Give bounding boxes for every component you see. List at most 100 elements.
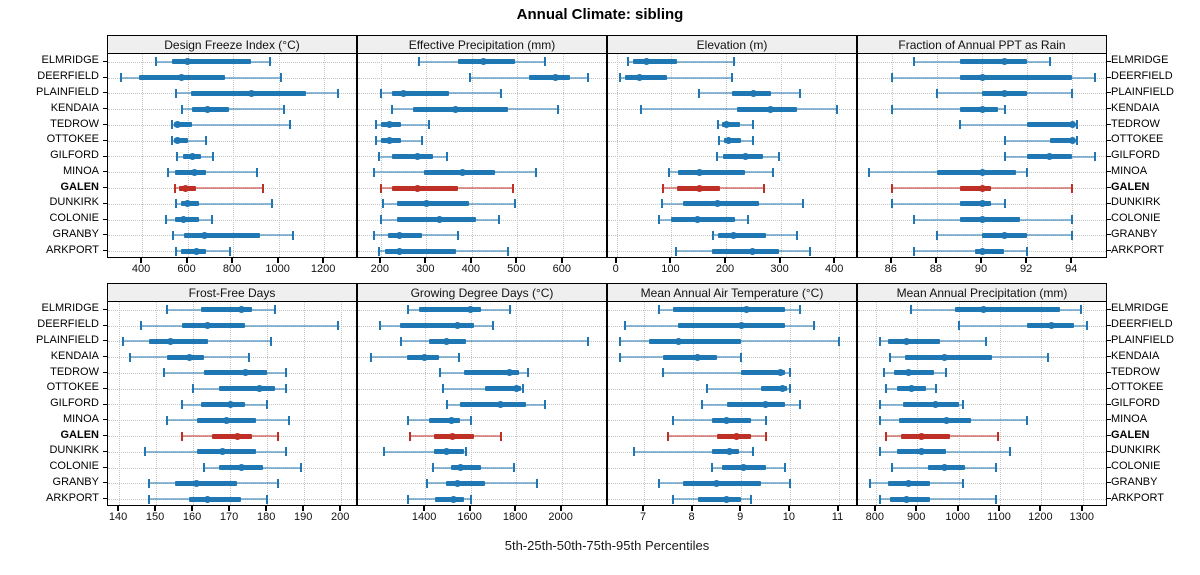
cap-95th bbox=[273, 305, 276, 315]
cap-95th bbox=[763, 183, 766, 193]
series-row bbox=[108, 101, 356, 117]
cap-5th bbox=[672, 494, 675, 504]
median-dot bbox=[978, 216, 986, 224]
cap-95th bbox=[210, 215, 213, 225]
series-row bbox=[358, 475, 606, 491]
axis-tick-label: 200 bbox=[715, 263, 735, 275]
axis-tick-label: 1300 bbox=[1069, 511, 1095, 523]
row-label-right: ELMRIDGE bbox=[1111, 54, 1169, 67]
cap-95th bbox=[996, 431, 999, 441]
percentile-25-75-bar bbox=[445, 480, 486, 486]
vertical-gridline bbox=[835, 54, 837, 257]
cap-95th bbox=[1079, 305, 1082, 315]
row-label-left: GRANBY bbox=[52, 227, 99, 240]
cap-5th bbox=[175, 199, 178, 209]
row-tick-right bbox=[1107, 92, 1111, 94]
axis-tick-label: 11 bbox=[831, 511, 844, 523]
median-dot bbox=[467, 306, 475, 314]
median-dot bbox=[732, 432, 740, 440]
cap-5th bbox=[144, 447, 146, 457]
axis-tick-mark bbox=[739, 506, 742, 511]
percentile-25-75-bar bbox=[184, 232, 261, 238]
cap-95th bbox=[465, 447, 468, 457]
series-row bbox=[358, 243, 606, 257]
row-tick-right bbox=[1107, 124, 1111, 125]
row-label-right: GILFORD bbox=[1111, 397, 1160, 409]
cap-5th bbox=[885, 431, 888, 441]
series-row bbox=[608, 349, 856, 365]
median-dot bbox=[436, 216, 444, 224]
panel-strip-title: Mean Annual Air Temperature (°C) bbox=[640, 285, 824, 300]
row-tick-right bbox=[1107, 171, 1111, 173]
cap-5th bbox=[868, 478, 871, 488]
percentile-25-75-bar bbox=[175, 217, 199, 223]
row-tick-left bbox=[103, 356, 107, 358]
cap-5th bbox=[372, 230, 375, 240]
series-row bbox=[358, 227, 606, 243]
row-label-left: DEERFIELD bbox=[37, 318, 99, 331]
axis-tick-mark bbox=[889, 258, 892, 263]
median-dot bbox=[181, 184, 189, 192]
cap-95th bbox=[469, 494, 472, 504]
cap-95th bbox=[277, 431, 280, 441]
axis-tick-mark bbox=[934, 258, 937, 263]
percentile-25-75-bar bbox=[196, 449, 256, 455]
cap-95th bbox=[283, 104, 286, 114]
cap-5th bbox=[383, 447, 386, 457]
series-row bbox=[358, 54, 606, 70]
axis-tick-mark bbox=[339, 506, 342, 511]
series-row bbox=[608, 86, 856, 102]
percentile-5-95-line bbox=[443, 387, 523, 390]
median-dot bbox=[674, 337, 682, 345]
row-gridline bbox=[358, 499, 606, 501]
series-row bbox=[608, 227, 856, 243]
row-tick-right bbox=[1107, 435, 1111, 436]
median-dot bbox=[496, 401, 504, 408]
median-dot bbox=[222, 416, 230, 424]
series-row bbox=[358, 180, 606, 196]
cap-95th bbox=[509, 305, 512, 315]
cap-5th bbox=[672, 415, 675, 425]
cap-95th bbox=[837, 336, 840, 346]
cap-5th bbox=[375, 120, 378, 130]
percentile-25-75-bar bbox=[888, 338, 940, 344]
series-row bbox=[108, 149, 356, 165]
percentile-5-95-line bbox=[401, 340, 588, 343]
median-dot bbox=[1068, 137, 1076, 145]
median-dot bbox=[185, 353, 193, 361]
series-row bbox=[858, 302, 1106, 318]
axis-tick-mark bbox=[1080, 506, 1083, 511]
cap-5th bbox=[432, 463, 435, 473]
cap-95th bbox=[469, 415, 472, 425]
row-gridline bbox=[108, 219, 356, 221]
series-row bbox=[358, 444, 606, 460]
median-dot bbox=[413, 184, 421, 192]
median-dot bbox=[479, 58, 487, 66]
panel-plot-area bbox=[107, 53, 357, 258]
cap-5th bbox=[890, 199, 893, 209]
cap-5th bbox=[175, 246, 178, 256]
cap-5th bbox=[878, 494, 881, 504]
row-gridline bbox=[108, 140, 356, 142]
median-dot bbox=[193, 247, 201, 255]
axis-tick-label: 140 bbox=[108, 511, 128, 523]
row-label-left: DEERFIELD bbox=[37, 70, 99, 83]
row-label-left: ELMRIDGE bbox=[41, 302, 99, 315]
row-label-left: KENDAIA bbox=[50, 349, 99, 362]
row-label-right: MINOA bbox=[1111, 412, 1148, 425]
row-label-right: DUNKIRK bbox=[1111, 444, 1161, 457]
percentile-25-75-bar bbox=[718, 232, 767, 238]
row-tick-right bbox=[1107, 324, 1111, 326]
cap-5th bbox=[913, 57, 916, 67]
median-dot bbox=[386, 137, 394, 145]
axis-tick-mark bbox=[560, 258, 563, 263]
percentile-25-75-bar bbox=[392, 90, 449, 96]
median-dot bbox=[714, 200, 722, 208]
series-row bbox=[858, 365, 1106, 381]
cap-95th bbox=[1071, 230, 1074, 240]
cap-95th bbox=[752, 136, 755, 146]
cap-95th bbox=[1003, 104, 1006, 114]
median-dot bbox=[552, 74, 560, 82]
series-row bbox=[358, 365, 606, 381]
median-dot bbox=[713, 479, 721, 487]
